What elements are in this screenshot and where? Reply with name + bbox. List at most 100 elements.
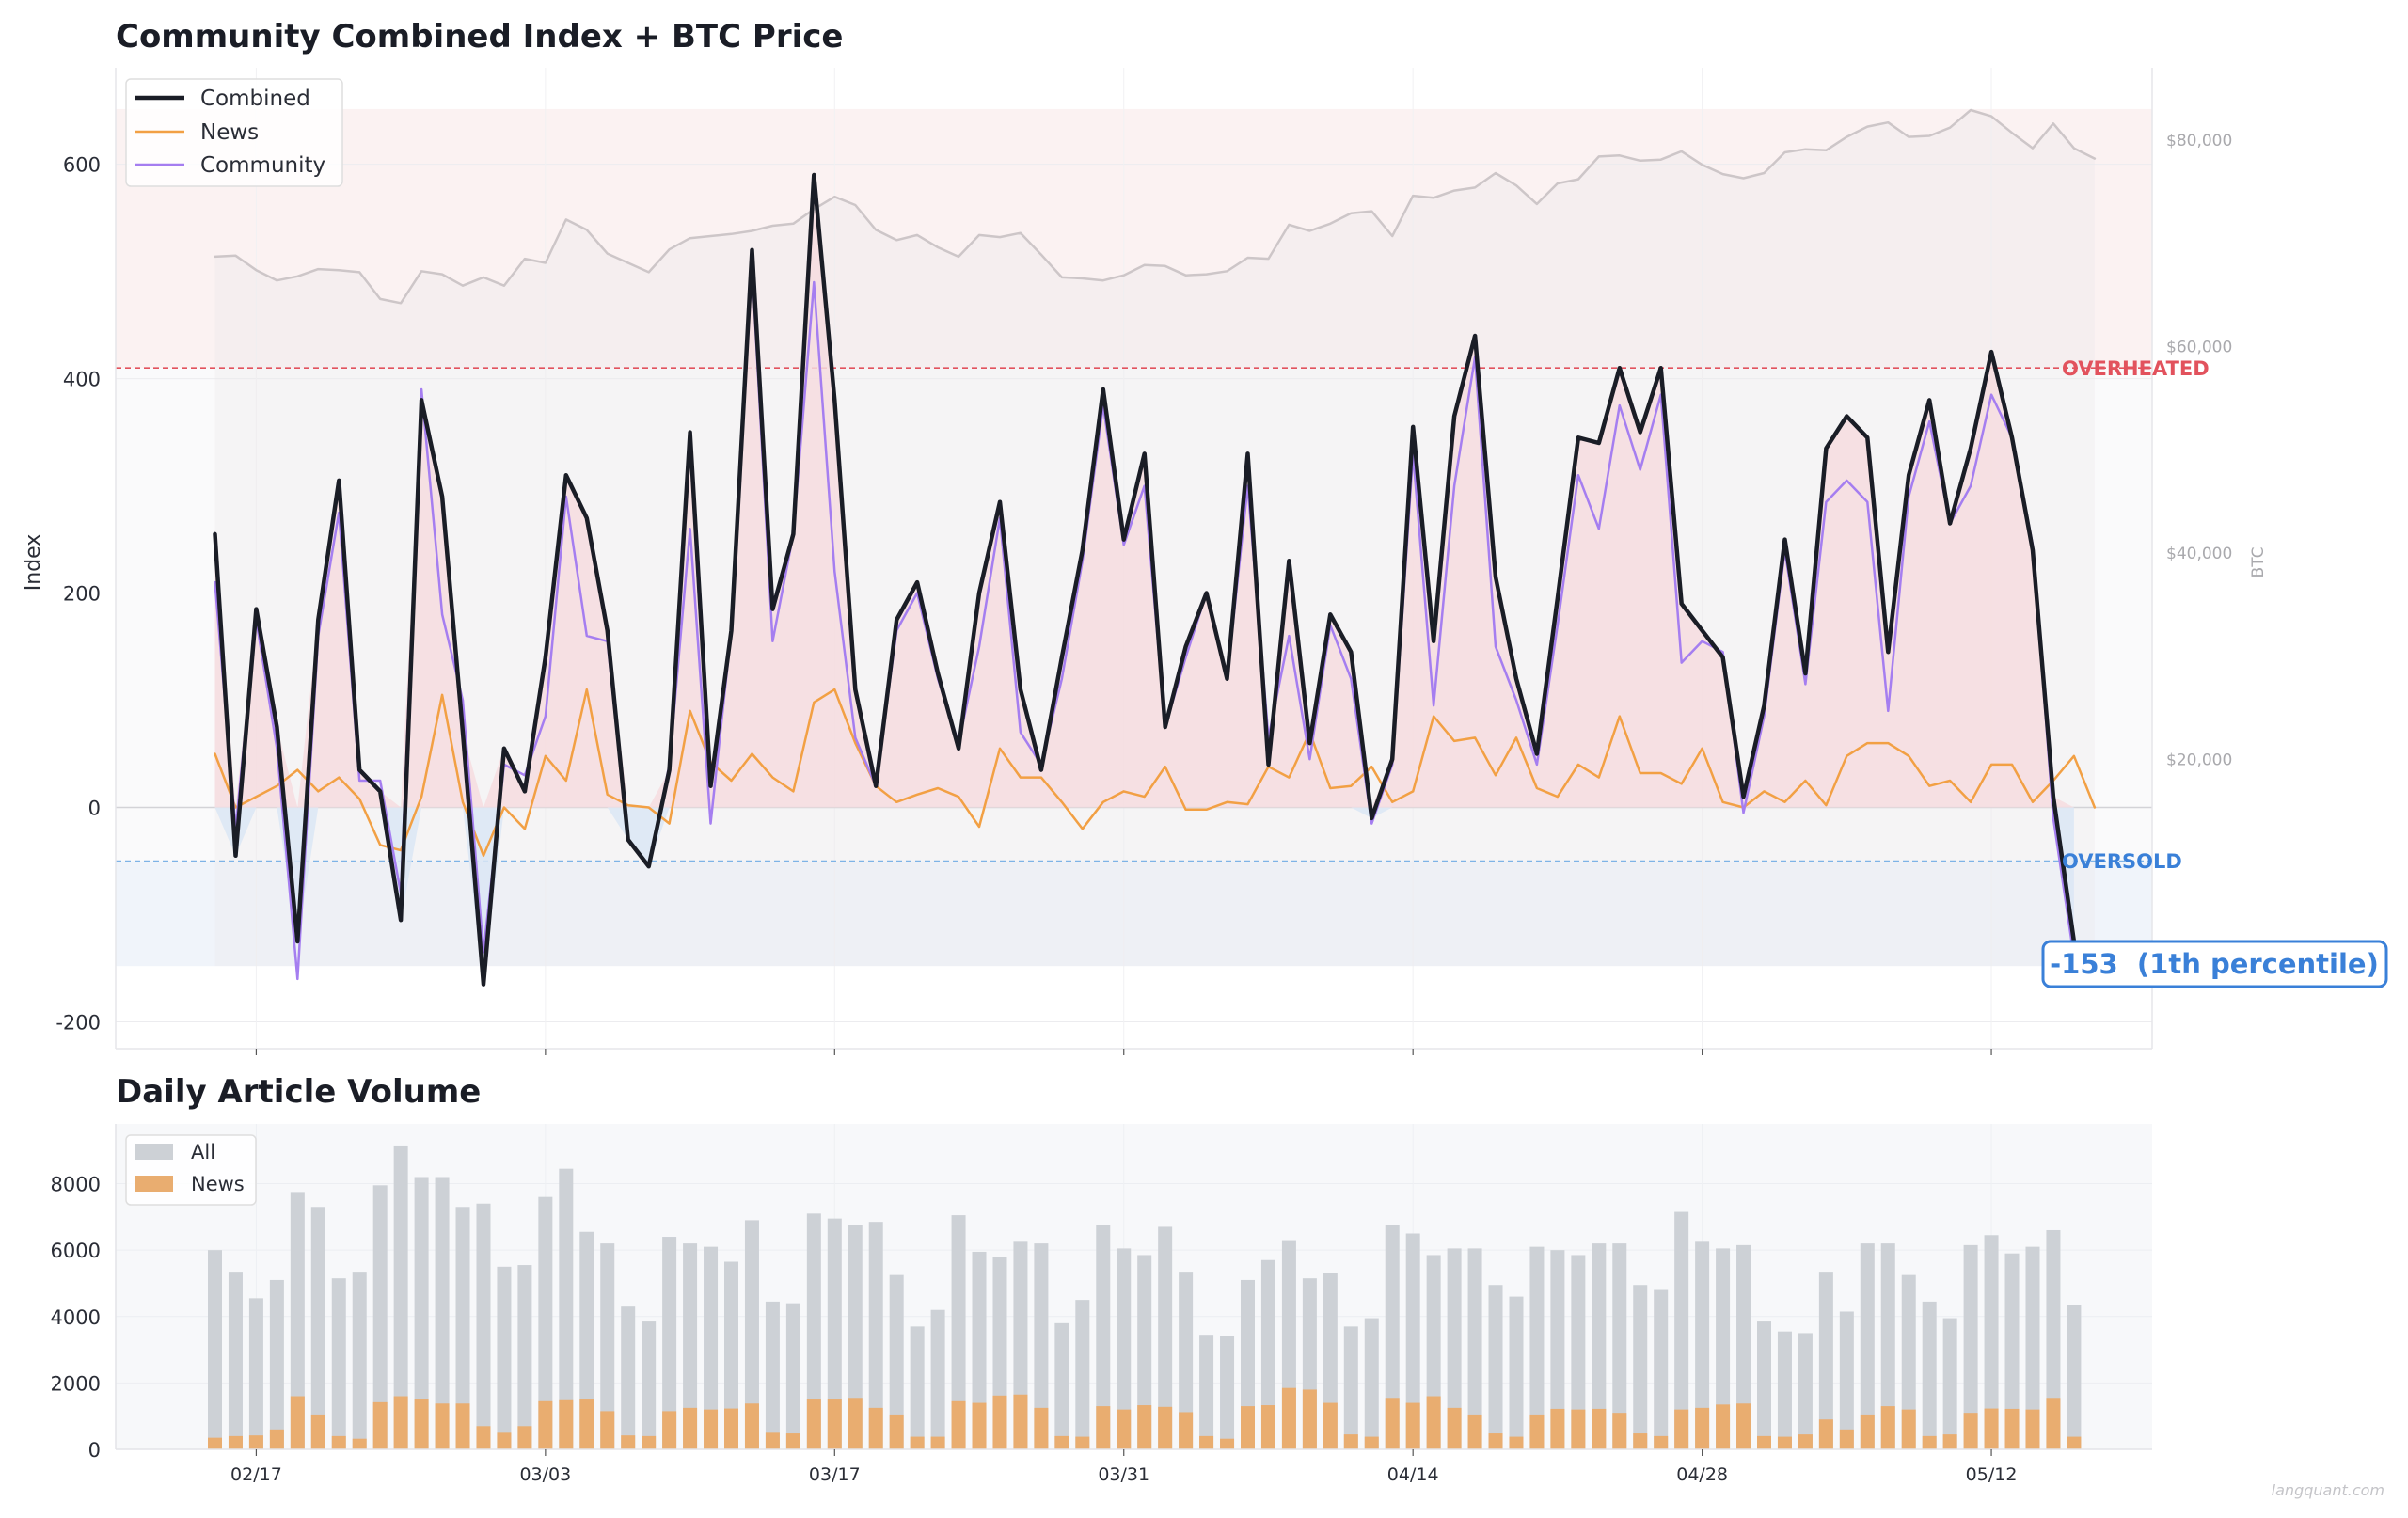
btc-y-tick-label: $80,000 [2166, 132, 2232, 150]
date-x-tick-label: 03/03 [519, 1464, 571, 1485]
news-articles-bar [2004, 1408, 2020, 1449]
all-articles-bar [1158, 1226, 1173, 1449]
news-articles-bar [1695, 1407, 1710, 1449]
all-articles-bar [1096, 1225, 1111, 1449]
index-series [116, 108, 2152, 987]
news-articles-bar [1942, 1434, 1957, 1449]
volume-y-tick-label: 2000 [51, 1372, 101, 1395]
overheated-label: OVERHEATED [2062, 357, 2210, 380]
news-articles-bar [1654, 1435, 1669, 1449]
overheated-zone [116, 108, 2152, 369]
news-articles-bar [1633, 1433, 1648, 1449]
oversold-zone [116, 861, 2152, 967]
news-articles-bar [827, 1399, 842, 1449]
news-articles-bar [1984, 1408, 1999, 1449]
news-articles-bar [290, 1396, 305, 1449]
news-articles-bar [1054, 1435, 1069, 1449]
all-articles-bar [827, 1218, 842, 1449]
all-articles-bar [642, 1321, 657, 1449]
news-articles-bar [1467, 1414, 1482, 1449]
news-articles-bar [848, 1398, 863, 1449]
news-articles-bar [951, 1400, 966, 1449]
news-articles-bar [1075, 1436, 1090, 1449]
news-articles-bar [1777, 1436, 1792, 1449]
all-articles-bar [372, 1185, 388, 1449]
index-y-ticks: -200 0 200 400 600 [55, 154, 101, 1035]
news-articles-bar [1571, 1409, 1586, 1449]
news-articles-bar [1364, 1436, 1379, 1449]
news-articles-bar [1757, 1435, 1771, 1449]
legend-swatch-all [135, 1144, 173, 1160]
index-y-tick-label: 200 [63, 583, 101, 606]
news-line [214, 688, 2097, 858]
volume-chart-title: Daily Article Volume [116, 1073, 481, 1111]
news-articles-bar [1674, 1409, 1689, 1449]
news-articles-bar [621, 1435, 636, 1449]
all-articles-bar [1571, 1255, 1586, 1449]
all-articles-bar [683, 1243, 698, 1449]
index-chart-title: Community Combined Index + BTC Price [116, 18, 843, 55]
all-articles-bar [848, 1225, 863, 1449]
all-articles-bar [662, 1237, 677, 1449]
btc-y-axis-label: BTC [2249, 547, 2268, 578]
all-articles-bar [538, 1196, 553, 1449]
news-articles-bar [642, 1435, 657, 1449]
date-x-tick-label: 02/17 [230, 1464, 282, 1485]
all-articles-bar [785, 1303, 800, 1449]
volume-frame [115, 1124, 2152, 1450]
index-panel: Community Combined Index + BTC Price -20… [22, 18, 2388, 1055]
news-articles-bar [1818, 1419, 1833, 1449]
all-articles-bar [352, 1272, 367, 1449]
index-y-axis-label: Index [22, 534, 45, 592]
all-articles-bar [1901, 1274, 1916, 1449]
all-articles-bar [621, 1306, 636, 1449]
btc-y-tick-label: $20,000 [2166, 751, 2232, 770]
news-articles-bar [1963, 1413, 1978, 1449]
news-articles-bar [269, 1429, 284, 1449]
all-articles-bar [1818, 1272, 1833, 1449]
all-articles-bar [269, 1279, 284, 1449]
news-articles-bar [1592, 1408, 1607, 1449]
combined-negative-fill [214, 807, 2074, 985]
all-articles-bar [2004, 1253, 2020, 1449]
legend-label-news: News [200, 120, 259, 145]
volume-y-ticks: 0 2000 4000 6000 8000 [51, 1174, 101, 1462]
combined-line [213, 172, 2077, 987]
news-articles-bar [476, 1426, 491, 1449]
news-articles-bar [1199, 1435, 1214, 1449]
news-articles-bar [2046, 1398, 2061, 1449]
index-y-tick-label: 0 [88, 798, 101, 820]
all-articles-bar [559, 1168, 574, 1449]
news-articles-bar [248, 1435, 263, 1449]
all-articles-bar [600, 1243, 615, 1449]
news-articles-bar [1529, 1414, 1545, 1449]
news-articles-bar [2025, 1409, 2040, 1449]
volume-legend: All News [125, 1134, 257, 1206]
all-articles-bar [2046, 1229, 2061, 1449]
news-articles-bar [1220, 1438, 1235, 1449]
news-articles-bar [579, 1399, 594, 1449]
watermark: langquant.com [2272, 1481, 2384, 1499]
all-articles-bar [1260, 1259, 1275, 1449]
all-articles-bar [1447, 1248, 1462, 1449]
all-articles-bar [868, 1222, 883, 1449]
volume-panel: Daily Article Volume 0 2000 4000 6000 8000 0… [51, 1073, 2152, 1485]
all-articles-bar [1343, 1326, 1358, 1449]
all-articles-bar [1839, 1311, 1854, 1449]
all-articles-bar [1674, 1211, 1689, 1449]
news-articles-bar [372, 1401, 388, 1449]
all-articles-bar [393, 1145, 408, 1449]
all-articles-bar [2025, 1246, 2040, 1449]
news-articles-bar [889, 1414, 904, 1449]
news-articles-bar [785, 1433, 800, 1449]
news-articles-bar [1798, 1434, 1813, 1449]
legend-swatch-news-volume [135, 1176, 173, 1192]
all-articles-bar [1942, 1318, 1957, 1449]
all-articles-bar [930, 1309, 945, 1449]
news-articles-bar [806, 1399, 821, 1449]
news-articles-bar [538, 1400, 553, 1449]
all-articles-bar [1488, 1285, 1503, 1449]
all-articles-bar [455, 1207, 470, 1449]
all-articles-bar [1117, 1248, 1132, 1449]
